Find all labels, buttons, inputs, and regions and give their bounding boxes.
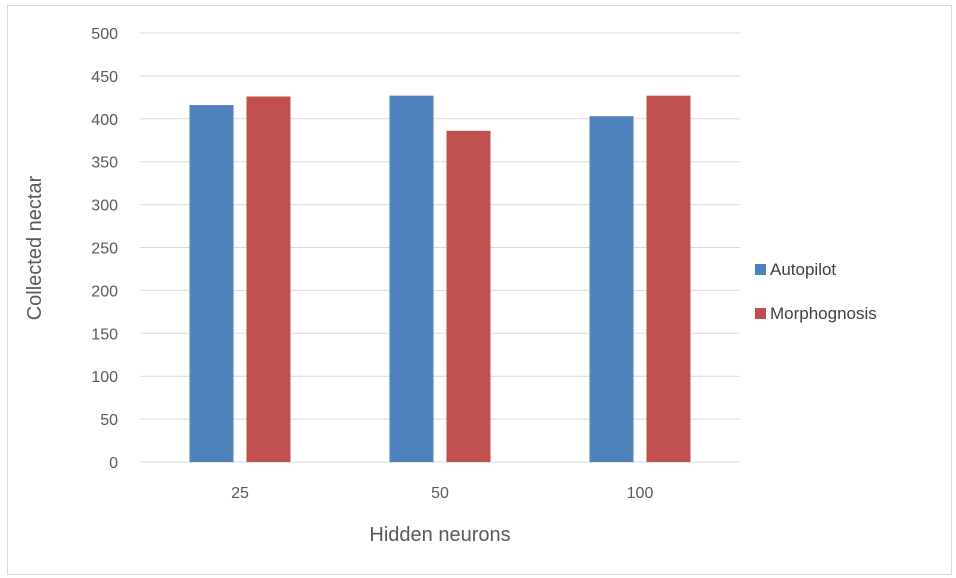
bar-autopilot-100 bbox=[589, 116, 634, 462]
y-tick-label-450: 450 bbox=[91, 69, 118, 86]
legend: Autopilot Morphognosis bbox=[755, 260, 877, 323]
bars bbox=[189, 95, 691, 463]
y-tick-label-200: 200 bbox=[91, 283, 118, 300]
bar-morphognosis-100 bbox=[646, 95, 691, 462]
x-tick-label-100: 100 bbox=[627, 485, 654, 502]
y-tick-label-300: 300 bbox=[91, 198, 118, 215]
x-tick-label-50: 50 bbox=[431, 485, 449, 502]
legend-label-morphognosis: Morphognosis bbox=[770, 304, 877, 323]
y-tick-label-0: 0 bbox=[109, 455, 118, 472]
x-axis-title: Hidden neurons bbox=[369, 524, 510, 546]
legend-swatch-morphognosis bbox=[755, 308, 766, 319]
y-tick-label-350: 350 bbox=[91, 155, 118, 172]
legend-swatch-autopilot bbox=[755, 264, 766, 275]
bar-morphognosis-25 bbox=[246, 96, 291, 462]
y-axis-title: Collected nectar bbox=[24, 175, 46, 320]
x-tick-labels: 25 50 100 bbox=[231, 485, 653, 502]
x-tick-label-25: 25 bbox=[231, 485, 249, 502]
y-tick-labels: 0 50 100 150 200 250 300 350 400 450 500 bbox=[91, 26, 118, 472]
legend-label-autopilot: Autopilot bbox=[770, 260, 836, 279]
y-tick-label-250: 250 bbox=[91, 241, 118, 258]
bar-autopilot-25 bbox=[189, 105, 234, 463]
bar-autopilot-50 bbox=[389, 95, 434, 462]
y-tick-label-50: 50 bbox=[100, 412, 118, 429]
gridlines bbox=[140, 32, 740, 463]
y-tick-label-100: 100 bbox=[91, 369, 118, 386]
y-tick-label-150: 150 bbox=[91, 326, 118, 343]
bar-morphognosis-50 bbox=[446, 130, 491, 462]
y-tick-label-400: 400 bbox=[91, 112, 118, 129]
y-tick-label-500: 500 bbox=[91, 26, 118, 43]
